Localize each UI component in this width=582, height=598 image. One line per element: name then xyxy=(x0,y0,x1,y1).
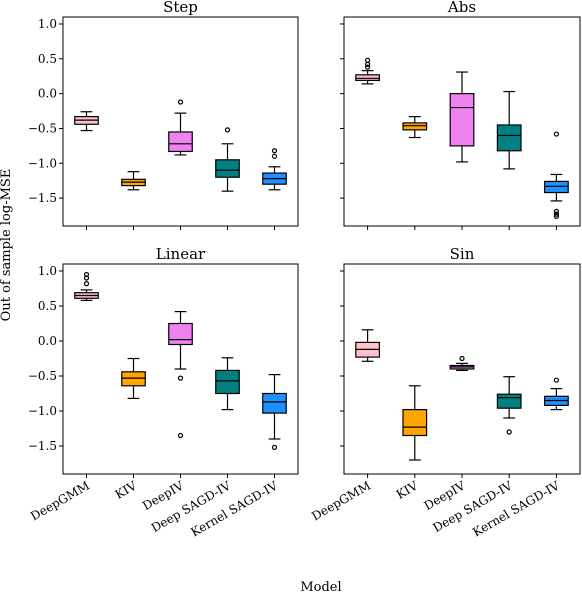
y-tick-label: 1.0 xyxy=(38,17,57,31)
outlier-point xyxy=(554,132,558,136)
box-deep-sagd-iv xyxy=(216,160,240,177)
outlier-point xyxy=(273,149,277,153)
y-tick-label: 0.5 xyxy=(38,299,57,313)
x-axis-title: Model xyxy=(300,580,341,594)
panel-title: Sin xyxy=(450,245,475,263)
y-tick-label: 0.0 xyxy=(38,87,57,101)
box-deepiv xyxy=(169,132,193,152)
box-kernel-sagd-iv xyxy=(263,394,287,414)
box-kernel-sagd-iv xyxy=(545,181,569,192)
box-deepgmm xyxy=(356,75,380,81)
outlier-point xyxy=(366,62,370,66)
y-tick-label: −1.0 xyxy=(28,156,57,170)
x-tick-label: KIV xyxy=(113,478,140,501)
outlier-point xyxy=(179,434,183,438)
x-tick-label: KIV xyxy=(394,478,421,501)
outlier-point xyxy=(554,378,558,382)
y-tick-label: 0.0 xyxy=(38,334,57,348)
y-tick-label: 0.5 xyxy=(38,52,57,66)
outlier-point xyxy=(179,376,183,380)
outlier-point xyxy=(366,58,370,62)
box-deep-sagd-iv xyxy=(497,394,521,408)
outlier-point xyxy=(273,445,277,449)
x-tick-label: Kernel SAGD-IV xyxy=(470,478,562,539)
y-tick-label: −1.5 xyxy=(28,191,57,205)
panel-title: Abs xyxy=(447,0,476,16)
box-deepiv xyxy=(450,94,474,146)
y-tick-label: −0.5 xyxy=(28,121,57,135)
panel-title: Step xyxy=(163,0,198,16)
y-axis-title: Out of sample log-MSE xyxy=(0,169,14,322)
panel-title: Linear xyxy=(156,245,206,263)
outlier-point xyxy=(179,100,183,104)
y-tick-label: −0.5 xyxy=(28,369,57,383)
box-deep-sagd-iv xyxy=(497,125,521,151)
y-tick-label: −1.5 xyxy=(28,439,57,453)
x-tick-label: DeepGMM xyxy=(28,478,92,523)
outlier-point xyxy=(507,430,511,434)
box-kiv xyxy=(403,410,427,436)
y-tick-label: −1.0 xyxy=(28,404,57,418)
x-tick-label: DeepGMM xyxy=(309,478,373,523)
outlier-point xyxy=(85,282,89,286)
box-deepiv xyxy=(169,324,193,345)
outlier-point xyxy=(460,357,464,361)
box-deep-sagd-iv xyxy=(216,370,240,393)
y-tick-label: 1.0 xyxy=(38,264,57,278)
x-tick-label: Kernel SAGD-IV xyxy=(188,478,280,539)
box-kiv xyxy=(403,123,427,130)
box-kiv xyxy=(122,372,146,386)
outlier-point xyxy=(273,154,277,158)
outlier-point xyxy=(226,128,230,132)
